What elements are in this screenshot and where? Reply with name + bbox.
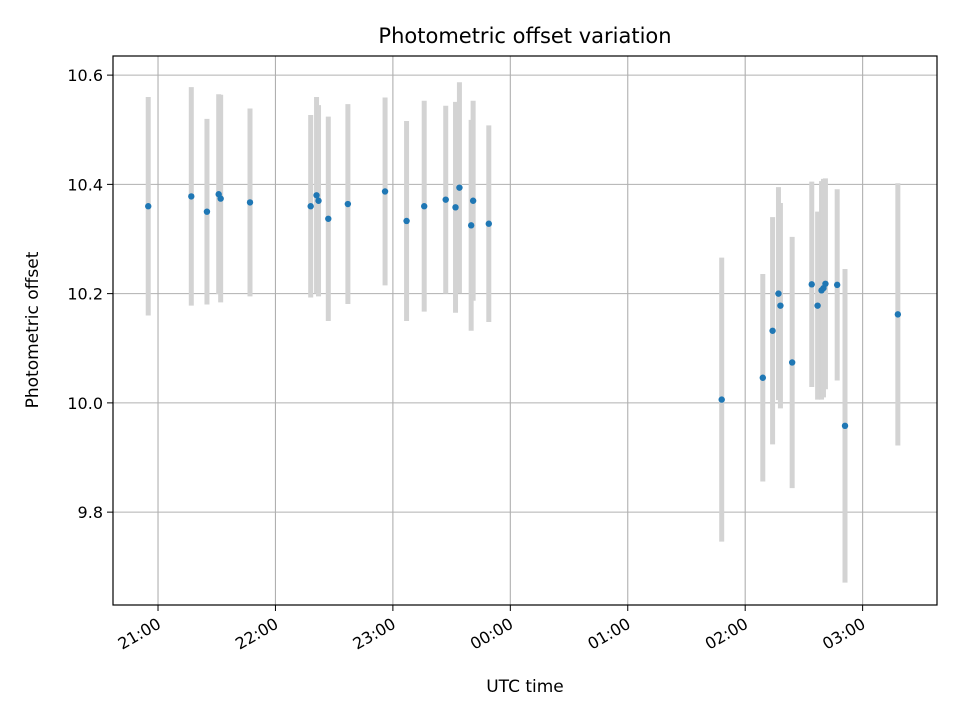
data-point	[313, 192, 320, 199]
data-point	[344, 200, 352, 208]
y-axis-ticks: 9.8 10.0 10.2 10.4 10.6	[67, 66, 113, 522]
data-point	[381, 188, 389, 195]
data-point	[469, 197, 477, 204]
data-point	[718, 396, 725, 403]
data-point	[894, 311, 902, 318]
data-point	[307, 203, 314, 210]
data-point	[188, 193, 195, 200]
x-axis-label: UTC time	[486, 677, 564, 697]
y-tick-label: 10.2	[67, 285, 103, 304]
data-point	[814, 302, 821, 309]
data-point	[769, 327, 776, 334]
data-point	[325, 215, 332, 222]
data-point	[759, 374, 767, 381]
data-point	[421, 203, 428, 210]
data-point	[315, 197, 322, 204]
data-point	[777, 302, 784, 309]
y-tick-label: 10.4	[67, 175, 103, 194]
data-point	[822, 280, 829, 287]
data-points	[145, 184, 902, 430]
data-point	[485, 220, 492, 227]
data-point	[456, 184, 463, 191]
data-point	[403, 217, 410, 225]
data-point	[808, 281, 815, 288]
data-point	[246, 199, 254, 206]
data-point	[775, 290, 782, 297]
plot-frame	[112, 55, 938, 606]
data-point	[841, 422, 849, 430]
data-point	[145, 203, 152, 210]
data-point	[833, 281, 841, 289]
chart-title: Photometric offset variation	[378, 24, 671, 48]
data-point	[203, 208, 211, 215]
data-point	[442, 196, 449, 203]
y-tick-label: 10.0	[67, 394, 103, 413]
data-point	[452, 204, 459, 211]
y-tick-label: 9.8	[78, 503, 103, 522]
grid-lines	[113, 56, 937, 605]
data-point	[788, 359, 796, 366]
data-point	[467, 222, 475, 229]
y-axis-label: Photometric offset	[23, 251, 43, 408]
data-point	[217, 195, 224, 202]
y-tick-label: 10.6	[67, 66, 103, 85]
